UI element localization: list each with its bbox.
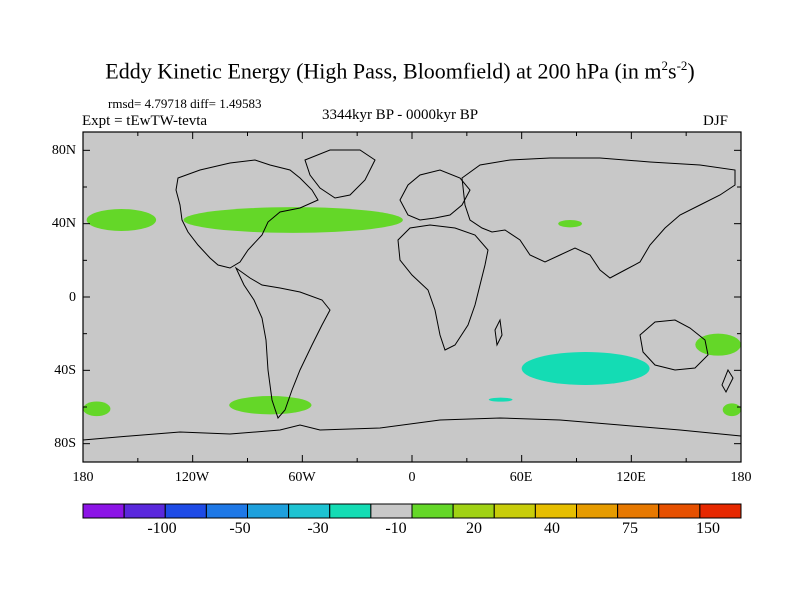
anomaly-layer	[83, 207, 741, 417]
x-tick-60w: 60W	[288, 470, 316, 485]
colorbar-swatch-11	[534, 503, 577, 519]
axis-ticks	[82, 132, 742, 462]
colorbar-label-minus-30: -30	[307, 520, 329, 537]
colorbar-swatch-15	[699, 503, 742, 519]
anomaly-south-indian-ocean	[521, 352, 650, 385]
x-tick-60e: 60E	[509, 470, 533, 485]
title-s: s	[668, 58, 677, 84]
anomaly-south-pacific-east	[229, 396, 312, 415]
x-tick-180e: 180	[730, 470, 752, 485]
colorbar-label-20: 20	[466, 520, 482, 537]
colorbar-swatch-14	[658, 503, 701, 519]
anomaly-south-pacific-west-edge	[83, 401, 111, 417]
title-sup-2: -2	[676, 58, 688, 73]
colorbar-label-75: 75	[622, 520, 638, 537]
anomaly-north-pacific-east	[86, 209, 157, 231]
colorbar-label-minus-10: -10	[385, 520, 407, 537]
colorbar	[82, 503, 742, 519]
x-tick-180w: 180	[72, 470, 94, 485]
colorbar-swatch-0	[82, 503, 125, 519]
colorbar-label-minus-100: -100	[147, 520, 177, 537]
colorbar-swatch-6	[329, 503, 372, 519]
colorbar-swatch-4	[247, 503, 290, 519]
colorbar-label-40: 40	[544, 520, 560, 537]
coastlines	[82, 149, 742, 441]
anomaly-asia-small	[558, 220, 582, 228]
colorbar-swatch-13	[617, 503, 660, 519]
colorbar-swatch-5	[288, 503, 331, 519]
colorbar-label-150: 150	[696, 520, 720, 537]
chart-title: Eddy Kinetic Energy (High Pass, Bloomfie…	[0, 58, 800, 84]
y-tick-0: 0	[69, 290, 76, 305]
title-main: Eddy Kinetic Energy (High Pass, Bloomfie…	[105, 58, 662, 84]
colorbar-swatch-7	[370, 503, 413, 519]
map-background	[83, 132, 741, 462]
colorbar-swatch-1	[123, 503, 166, 519]
x-tick-120w: 120W	[174, 470, 210, 485]
colorbar-swatch-10	[493, 503, 536, 519]
anomaly-south-east-edge	[722, 403, 741, 417]
title-close: )	[687, 58, 695, 84]
y-tick-80n: 80N	[51, 143, 76, 158]
colorbar-swatch-2	[164, 503, 207, 519]
x-tick-120e: 120E	[616, 470, 646, 485]
y-tick-80s: 80S	[54, 436, 76, 451]
colorbar-swatch-12	[576, 503, 619, 519]
colorbar-swatch-8	[411, 503, 454, 519]
colorbar-label-minus-50: -50	[229, 520, 251, 537]
stats-label: rmsd= 4.79718 diff= 1.49583	[108, 96, 262, 111]
experiment-label: Expt = tEwTW-tevta	[82, 113, 208, 129]
y-tick-40s: 40S	[54, 363, 76, 378]
anomaly-north-america-atlantic	[183, 207, 403, 233]
anomaly-south-atlantic-small	[488, 397, 513, 402]
anomaly-australia-se	[695, 333, 741, 356]
y-tick-40n: 40N	[51, 216, 76, 231]
title-sup-1: 2	[661, 58, 669, 73]
colorbar-swatch-9	[452, 503, 495, 519]
colorbar-swatch-3	[205, 503, 248, 519]
x-tick-0: 0	[408, 470, 416, 485]
period-label: 3344kyr BP - 0000kyr BP	[321, 107, 479, 123]
season-label: DJF	[703, 113, 729, 129]
